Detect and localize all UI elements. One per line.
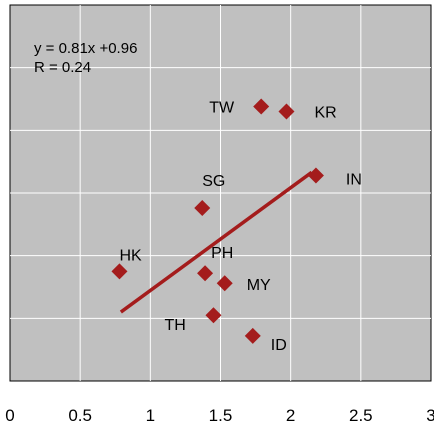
point-label-sg: SG [202,173,225,190]
data-point-id [244,327,261,344]
r-annotation: R = 0.24 [34,59,91,76]
x-tick-label: 0 [5,406,14,425]
x-tick-label: 1 [146,406,155,425]
point-labels: TW KR IN SG HK PH MY TH ID [119,100,361,354]
data-points [111,98,324,344]
x-axis-tick-labels: 0 0.5 1 1.5 2 2.5 3 [5,406,434,425]
x-tick-label: 2.5 [349,406,373,425]
point-label-hk: HK [119,247,142,264]
data-point-tw [253,98,270,115]
point-label-ph: PH [211,245,233,262]
data-point-kr [278,103,295,120]
x-tick-label: 1.5 [209,406,233,425]
equation-annotation: y = 0.81x +0.96 [34,40,137,57]
trendline [119,170,313,314]
point-label-th: TH [164,317,185,334]
data-point-ph [197,265,214,282]
point-label-my: MY [247,277,271,294]
data-point-th [205,307,222,324]
x-tick-label: 2 [286,406,295,425]
point-label-tw: TW [209,100,235,117]
point-label-kr: KR [314,105,336,122]
data-point-in [307,167,324,184]
data-point-my [216,275,233,292]
data-point-sg [194,200,211,217]
gridlines [10,5,431,381]
x-tick-label: 3 [426,406,434,425]
point-label-id: ID [271,337,287,354]
data-point-hk [111,263,128,280]
x-tick-label: 0.5 [68,406,92,425]
point-label-in: IN [346,171,362,188]
